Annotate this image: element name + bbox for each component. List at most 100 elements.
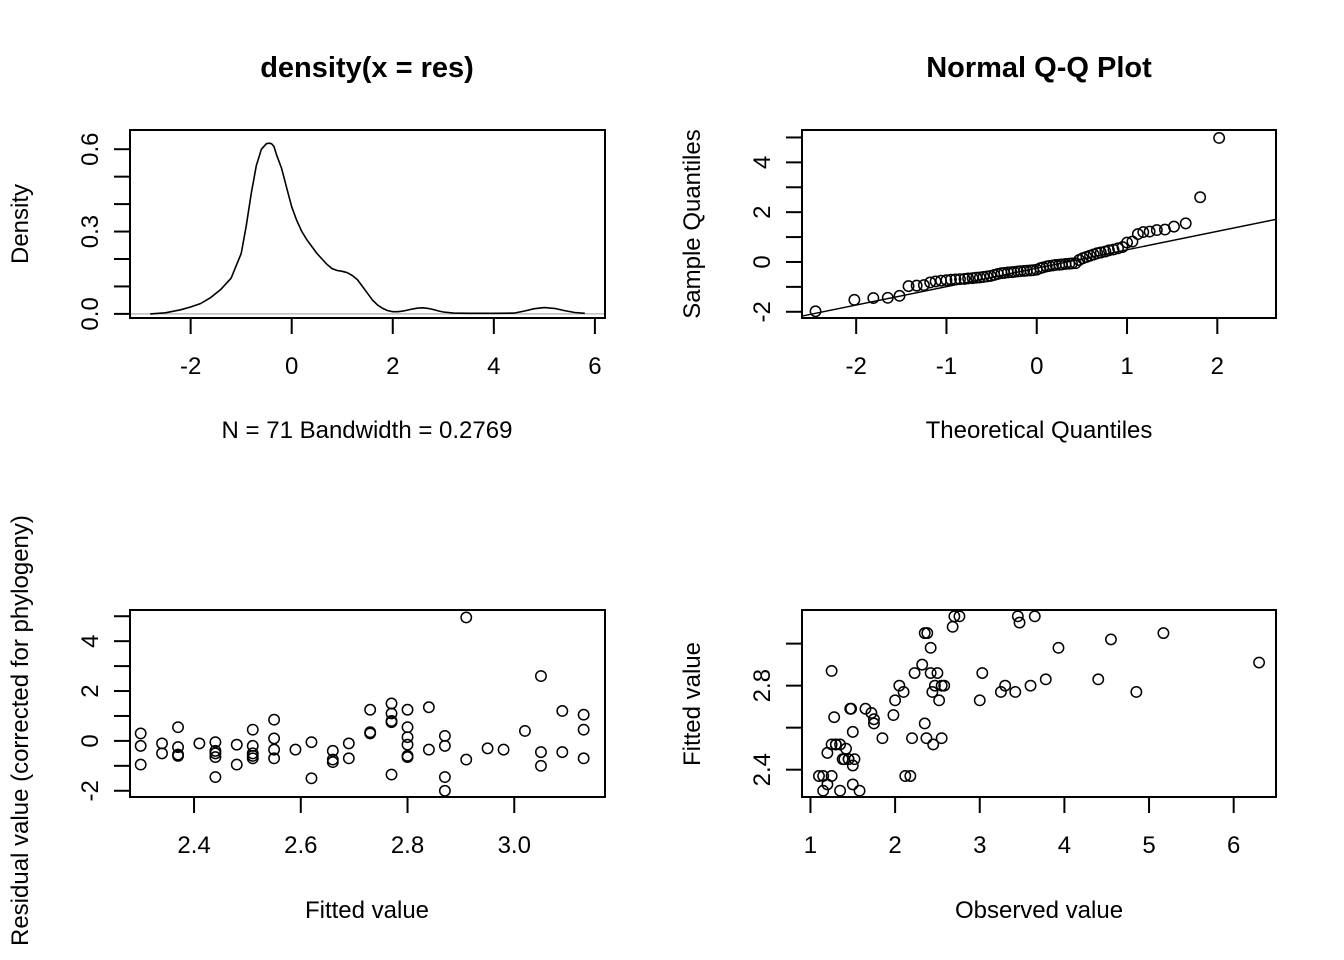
density-panel: density(x = res) N = 71 Bandwidth = 0.27… xyxy=(7,52,606,444)
residuals-point xyxy=(342,752,355,765)
observed-point xyxy=(846,725,859,738)
observed-point xyxy=(848,753,861,766)
residuals-point xyxy=(438,771,451,784)
residuals-point xyxy=(268,752,281,765)
observed-point xyxy=(931,667,944,679)
x-tick-label: 3 xyxy=(973,832,986,859)
residuals-point xyxy=(209,751,222,764)
observed-point xyxy=(876,732,889,745)
residuals-point xyxy=(385,716,398,729)
residuals-axes: 2.4 2.6 2.8 3.0 -2 0 2 4 xyxy=(77,609,606,859)
x-tick-label: -2 xyxy=(845,353,866,380)
residuals-point xyxy=(342,737,355,750)
x-tick-label: 3.0 xyxy=(498,832,531,859)
observed-point xyxy=(845,702,858,715)
x-tick-label: 1 xyxy=(1120,353,1133,380)
observed-point xyxy=(946,620,959,633)
observed-point xyxy=(1052,641,1065,654)
observed-point xyxy=(918,627,931,640)
x-tick-label: 2 xyxy=(386,353,399,380)
residuals-marks xyxy=(134,611,590,797)
qq-panel: Normal Q-Q Plot Theoretical Quantiles Sa… xyxy=(679,0,1277,444)
qq-ylabel: Sample Quantiles xyxy=(679,129,706,318)
qq-point xyxy=(1213,132,1226,144)
qq-point xyxy=(1137,226,1150,239)
observed-point xyxy=(846,759,859,772)
observed-point xyxy=(904,770,917,782)
qq-point xyxy=(867,292,880,305)
qq-point xyxy=(881,291,894,304)
residuals-point xyxy=(481,742,494,755)
plot-frame xyxy=(129,129,606,319)
observed-point xyxy=(935,732,948,745)
residuals-point xyxy=(535,759,547,772)
observed-point xyxy=(846,778,859,791)
residuals-xlabel: Fitted value xyxy=(305,897,429,924)
observed-point xyxy=(836,753,849,766)
residuals-point xyxy=(172,721,184,734)
residuals-point xyxy=(193,737,206,750)
density-title: density(x = res) xyxy=(260,52,474,84)
residuals-point xyxy=(172,749,184,762)
qq-axes: -2 -1 0 1 2 -2 0 2 4 xyxy=(749,129,1277,380)
observed-point xyxy=(859,702,872,715)
residuals-point xyxy=(364,727,377,740)
qq-point xyxy=(917,279,930,292)
residuals-point xyxy=(518,724,531,737)
observed-point xyxy=(920,732,933,745)
observed-point xyxy=(829,738,842,751)
observed-point xyxy=(821,778,834,791)
observed-point xyxy=(906,732,918,745)
qq-marks xyxy=(802,0,1276,318)
observed-point xyxy=(1092,673,1105,686)
residuals-point xyxy=(385,768,398,781)
density-marks xyxy=(130,142,605,315)
qq-point xyxy=(945,273,957,286)
qq-point xyxy=(1253,0,1263,5)
x-tick-label: 2.8 xyxy=(391,832,424,859)
observed-point xyxy=(994,685,1007,698)
residuals-point xyxy=(401,751,414,764)
residuals-point xyxy=(246,723,259,736)
residuals-point xyxy=(438,729,451,742)
y-tick-label: -2 xyxy=(77,780,104,801)
residuals-point xyxy=(577,752,590,765)
residuals-point xyxy=(209,771,222,784)
x-tick-label: 0 xyxy=(1030,353,1043,380)
residuals-point xyxy=(577,708,590,721)
residuals-point xyxy=(422,743,435,756)
observed-point xyxy=(933,694,946,707)
observed-point xyxy=(1028,610,1041,623)
x-tick-label: -1 xyxy=(936,353,957,380)
qq-point xyxy=(848,293,861,306)
residuals-point xyxy=(577,723,590,736)
residuals-point xyxy=(289,743,302,756)
y-tick-label: 4 xyxy=(749,156,776,169)
observed-point xyxy=(927,738,940,751)
qq-point xyxy=(893,289,906,302)
density-axes: -2 0 2 4 6 0.0 0.3 0.6 xyxy=(77,129,606,380)
y-tick-label: 2.8 xyxy=(749,669,776,702)
residuals-point xyxy=(326,756,339,769)
observed-point xyxy=(924,641,937,654)
plot-frame xyxy=(129,609,606,798)
qq-point xyxy=(1194,191,1207,204)
observed-panel: Observed value Fitted value 1 2 3 4 5 6 2.4 2.8 xyxy=(679,609,1277,924)
residuals-point xyxy=(385,697,398,710)
x-tick-label: 2.6 xyxy=(284,832,317,859)
observed-point xyxy=(889,694,902,707)
x-tick-label: -2 xyxy=(180,353,201,380)
residuals-point xyxy=(209,736,222,749)
x-tick-label: 1 xyxy=(804,832,817,859)
x-tick-label: 0 xyxy=(285,353,298,380)
observed-point xyxy=(928,679,941,692)
qq-point xyxy=(1131,228,1144,241)
observed-point xyxy=(953,610,966,623)
observed-point xyxy=(1011,610,1024,623)
observed-axes: 1 2 3 4 5 6 2.4 2.8 xyxy=(749,609,1277,859)
residuals-point xyxy=(422,701,435,714)
y-tick-label: 4 xyxy=(77,634,104,647)
density-curve xyxy=(150,142,585,315)
x-tick-label: 6 xyxy=(588,353,601,380)
